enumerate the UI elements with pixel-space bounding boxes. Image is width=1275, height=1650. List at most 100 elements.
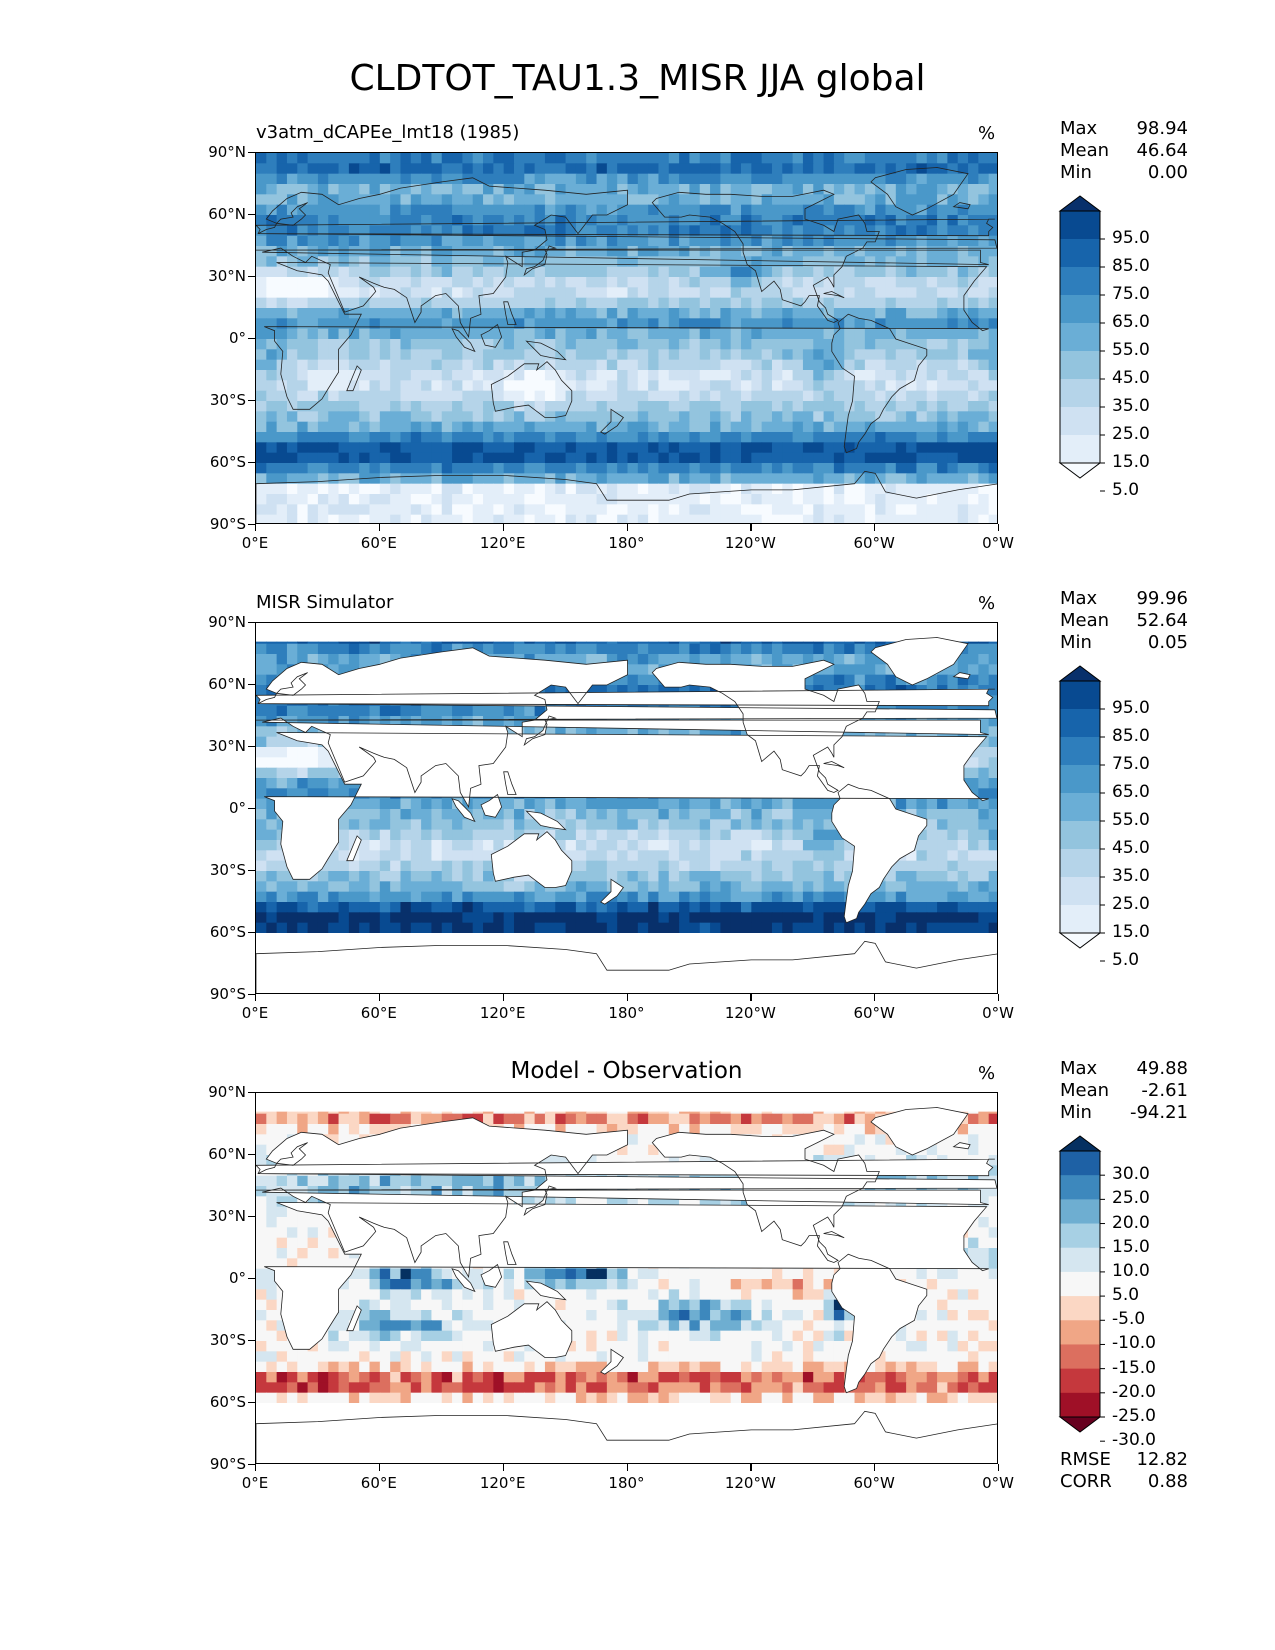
y-tick-label: 30°S xyxy=(209,861,246,879)
stat-row: Mean 52.64 xyxy=(1060,610,1188,632)
y-tick-mark xyxy=(248,338,255,340)
coastline-japan xyxy=(523,245,557,276)
stat-label: Min xyxy=(1060,162,1092,183)
x-tick-mark xyxy=(255,1464,257,1471)
coastline-sumatra xyxy=(451,798,476,823)
y-tick-mark xyxy=(248,1092,255,1094)
coastline-australia xyxy=(490,1301,573,1358)
stat-value: 49.88 xyxy=(1136,1058,1188,1079)
x-tick-mark xyxy=(998,994,1000,1001)
x-tick-label: 120°W xyxy=(724,1474,776,1492)
stat-row: Min 0.00 xyxy=(1060,162,1188,184)
coastline-madagascar xyxy=(346,835,362,862)
stat-value: 0.00 xyxy=(1147,162,1188,183)
panel-title: Model - Observation xyxy=(510,1058,743,1084)
stat-label: Min xyxy=(1060,1102,1092,1123)
y-tick-mark xyxy=(248,462,255,464)
colorbar-label: 75.0 xyxy=(1112,284,1150,304)
colorbar-segment xyxy=(1060,1151,1100,1176)
coastline-scandinavia_sea xyxy=(275,1142,308,1166)
y-tick-mark xyxy=(248,746,255,748)
colorbar-segment xyxy=(1060,681,1100,710)
y-tick-label: 30°S xyxy=(209,1331,246,1349)
coastline-borneo xyxy=(480,1263,503,1288)
x-tick-mark xyxy=(750,994,752,1001)
coastline-greenland xyxy=(870,1107,969,1156)
y-tick-mark xyxy=(248,932,255,934)
colorbar-3 xyxy=(1058,1135,1105,1442)
colorbar-label: 25.0 xyxy=(1112,894,1150,914)
colorbar-label: 45.0 xyxy=(1112,368,1150,388)
stat-label: Max xyxy=(1060,588,1098,609)
x-tick-label: 0°W xyxy=(982,1004,1014,1022)
x-tick-label: 120°W xyxy=(724,534,776,552)
colorbar-label: 85.0 xyxy=(1112,726,1150,746)
colorbar-segment xyxy=(1060,1199,1100,1224)
x-tick-label: 0°E xyxy=(241,1004,269,1022)
panel-metrics: RMSE 12.82 CORR 0.88 xyxy=(1060,1449,1188,1493)
colorbar-2 xyxy=(1058,665,1105,962)
y-tick-label: 60°N xyxy=(208,675,246,693)
coastline-nz xyxy=(600,878,624,905)
colorbar-segment xyxy=(1060,1247,1100,1273)
stat-value: 98.94 xyxy=(1136,118,1188,139)
figure-title: CLDTOT_TAU1.3_MISR JJA global xyxy=(349,58,926,99)
stat-label: Mean xyxy=(1060,1080,1110,1101)
y-tick-mark xyxy=(248,152,255,154)
x-tick-mark xyxy=(750,524,752,531)
coastline-australia xyxy=(490,361,573,418)
y-tick-mark xyxy=(248,622,255,624)
y-tick-mark xyxy=(248,400,255,402)
x-tick-label: 60°W xyxy=(853,1474,895,1492)
stat-label: Max xyxy=(1060,118,1098,139)
panel-stats: Max 99.96 Mean 52.64 Min 0.05 xyxy=(1060,588,1188,654)
x-tick-mark xyxy=(874,524,876,531)
colorbar-segment xyxy=(1060,379,1100,408)
x-tick-mark xyxy=(502,994,504,1001)
x-tick-mark xyxy=(998,1464,1000,1471)
colorbar-label: 25.0 xyxy=(1112,1188,1150,1209)
colorbar-segment xyxy=(1060,877,1100,906)
y-tick-mark xyxy=(248,1402,255,1404)
y-tick-mark xyxy=(248,1340,255,1342)
y-tick-label: 30°N xyxy=(208,737,246,755)
coastline-borneo xyxy=(480,323,503,348)
colorbar-extend-min xyxy=(1058,932,1102,949)
x-tick-label: 60°E xyxy=(360,1474,397,1492)
colorbar-segment xyxy=(1060,1223,1100,1249)
x-tick-label: 180° xyxy=(608,1474,645,1492)
coastline-australia xyxy=(490,831,573,888)
y-tick-label: 90°S xyxy=(209,985,246,1003)
x-tick-label: 0°W xyxy=(982,534,1014,552)
coastline-iceland xyxy=(952,672,971,680)
y-tick-label: 60°S xyxy=(209,1393,246,1411)
coastline-southamerica xyxy=(831,1253,928,1394)
land-mask xyxy=(256,1107,997,1463)
colorbar-container xyxy=(1058,1135,1105,1442)
colorbar-label: 95.0 xyxy=(1112,228,1150,248)
y-tick-mark xyxy=(248,524,255,526)
stat-row: Min -94.21 xyxy=(1060,1102,1188,1124)
colorbar-segment xyxy=(1060,323,1100,352)
colorbar-label: 75.0 xyxy=(1112,754,1150,774)
colorbar-label: 5.0 xyxy=(1112,480,1140,500)
stat-value: 52.64 xyxy=(1136,610,1188,631)
colorbar-label: -15.0 xyxy=(1112,1357,1156,1378)
colorbar-segment xyxy=(1060,821,1100,850)
coastline-newguinea xyxy=(525,1280,567,1301)
colorbar-segment xyxy=(1060,1175,1100,1200)
coastline-eurasia xyxy=(256,177,997,339)
map-panel-1 xyxy=(255,152,998,524)
coastline-philippines xyxy=(503,1241,517,1265)
x-tick-label: 60°E xyxy=(360,534,397,552)
colorbar-segment xyxy=(1060,1344,1100,1370)
stat-value: -2.61 xyxy=(1141,1080,1188,1101)
stat-row: Max 99.96 xyxy=(1060,588,1188,610)
coastlines xyxy=(256,637,997,993)
y-tick-mark xyxy=(248,276,255,278)
colorbar-extend-min xyxy=(1058,462,1102,479)
colorbar-segment xyxy=(1060,737,1100,766)
colorbar-label: -20.0 xyxy=(1112,1381,1156,1402)
y-tick-label: 60°S xyxy=(209,453,246,471)
coastline-philippines xyxy=(503,301,517,325)
